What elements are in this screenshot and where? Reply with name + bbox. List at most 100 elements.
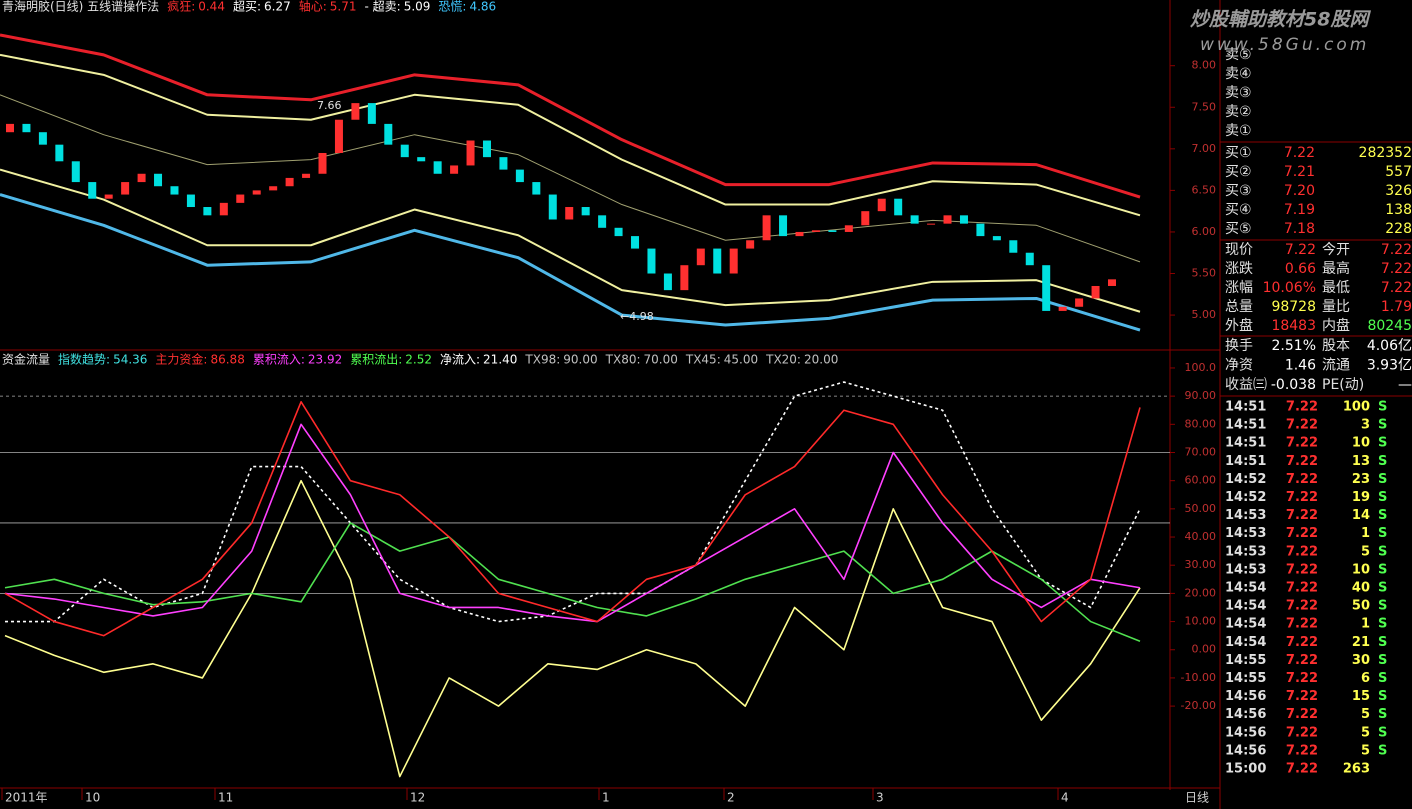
- candle-body: [828, 230, 837, 232]
- trade-cell: 3: [1361, 418, 1370, 433]
- trade-cell: 14:55: [1225, 653, 1266, 668]
- ask-label: 卖③: [1225, 85, 1252, 101]
- trade-cell: 14:53: [1225, 544, 1266, 559]
- trade-cell: 7.22: [1286, 581, 1318, 596]
- y-tick-label: 0.00: [1192, 643, 1217, 656]
- bid-label: 买②: [1225, 164, 1252, 180]
- date-label: 2: [727, 791, 735, 805]
- candle-body: [532, 182, 541, 195]
- stat-label: 流通: [1322, 358, 1350, 374]
- candle-body: [614, 227, 623, 237]
- trade-cell: 7.22: [1286, 490, 1318, 505]
- indicator-label: TX45:: [685, 353, 721, 367]
- trade-cell: 13: [1352, 454, 1370, 469]
- stat-label: 量比: [1322, 299, 1350, 315]
- trade-cell: 21: [1352, 635, 1370, 650]
- candle-body: [729, 248, 738, 274]
- candle-body: [400, 144, 409, 158]
- candle-body: [186, 194, 195, 208]
- candle-body: [351, 103, 360, 120]
- trade-cell: 14:56: [1225, 707, 1266, 722]
- indicator-label: - 超卖:: [364, 0, 400, 14]
- watermark-url: www.58Gu.com: [1200, 35, 1369, 55]
- trade-cell: 7.22: [1286, 400, 1318, 415]
- candle-body: [302, 173, 311, 178]
- trade-cell: S: [1378, 581, 1387, 596]
- indicator-value: 70.00: [644, 353, 678, 367]
- trade-cell: S: [1378, 671, 1387, 686]
- trade-cell: 30: [1352, 653, 1370, 668]
- stat-value: 1.79: [1381, 299, 1412, 315]
- candle-body: [1091, 285, 1100, 299]
- trade-cell: 1: [1361, 526, 1370, 541]
- y-tick-label: 80.00: [1185, 417, 1217, 430]
- date-label: 2011年: [5, 791, 48, 805]
- trade-cell: 14:51: [1225, 436, 1266, 451]
- trade-cell: 14:56: [1225, 725, 1266, 740]
- indicator-label: TX98:: [524, 353, 560, 367]
- trade-cell: S: [1378, 454, 1387, 469]
- stat-label: 股本: [1322, 338, 1350, 354]
- indicator-value: 6.27: [264, 0, 291, 14]
- stat-label: 总量: [1225, 299, 1253, 315]
- trade-cell: 14:52: [1225, 490, 1266, 505]
- stat-label: 外盘: [1225, 317, 1253, 334]
- trade-cell: 7.22: [1286, 671, 1318, 686]
- trade-cell: 7.22: [1286, 526, 1318, 541]
- y-tick-label: 70.00: [1185, 445, 1217, 458]
- trade-cell: 14:54: [1225, 635, 1266, 650]
- indicator-label: 超买:: [233, 0, 261, 14]
- trade-cell: 10: [1352, 562, 1370, 577]
- date-label: 10: [85, 791, 100, 805]
- stat-value: 0.66: [1285, 261, 1316, 277]
- stat-value: 10.06%: [1263, 280, 1316, 296]
- stat-value: 1.46: [1285, 358, 1316, 374]
- indicator-label: 轴心:: [299, 0, 327, 14]
- y-tick-label: 5.00: [1192, 308, 1217, 321]
- indicator-label: 净流入:: [440, 353, 480, 367]
- candle-body: [55, 144, 64, 162]
- series-line: [4, 400, 1141, 637]
- trade-cell: 7.22: [1286, 635, 1318, 650]
- candle-body: [219, 202, 228, 216]
- date-label: 3: [876, 791, 884, 805]
- candle-body: [154, 173, 163, 187]
- candle-body: [170, 186, 179, 195]
- trade-cell: 15: [1352, 689, 1370, 704]
- candle-body: [104, 194, 113, 199]
- date-label: 11: [218, 791, 233, 805]
- trade-cell: 7.22: [1286, 707, 1318, 722]
- trade-cell: 14:53: [1225, 562, 1266, 577]
- stat-label: PE(动): [1322, 377, 1364, 393]
- candle-body: [71, 161, 80, 183]
- candle-body: [746, 240, 755, 249]
- candle-body: [631, 236, 640, 249]
- stat-label: 净资: [1225, 358, 1253, 374]
- trade-cell: 14:54: [1225, 617, 1266, 632]
- series-line: [0, 33, 1141, 199]
- y-tick-label: 5.50: [1192, 267, 1217, 280]
- stat-value: 3.93亿: [1367, 358, 1412, 374]
- trade-cell: 14:51: [1225, 454, 1266, 469]
- trade-cell: S: [1378, 689, 1387, 704]
- y-tick-label: 10.00: [1185, 615, 1217, 628]
- candle-body: [680, 265, 689, 291]
- trade-cell: 7.22: [1286, 562, 1318, 577]
- panel-title: 资金流量: [2, 352, 50, 367]
- date-label: 12: [410, 791, 425, 805]
- candle-body: [1108, 279, 1116, 286]
- candle-body: [515, 169, 524, 183]
- candle-body: [647, 248, 656, 274]
- candle-body: [910, 215, 919, 224]
- trade-cell: S: [1378, 617, 1387, 632]
- indicator-value: 23.92: [308, 353, 342, 367]
- stat-value: 4.06亿: [1367, 338, 1412, 354]
- candle-body: [433, 161, 442, 174]
- trade-cell: S: [1378, 418, 1387, 433]
- indicator-value: 4.86: [469, 0, 496, 14]
- candle-body: [877, 198, 886, 212]
- candle-body: [762, 215, 771, 241]
- trade-cell: 14:51: [1225, 400, 1266, 415]
- indicator-value: 90.00: [563, 353, 597, 367]
